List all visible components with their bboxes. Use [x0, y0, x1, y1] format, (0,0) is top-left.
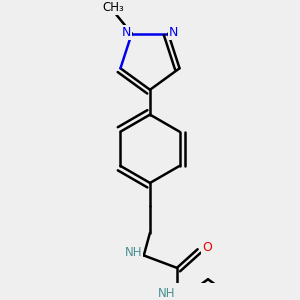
- Text: N: N: [122, 26, 131, 39]
- Text: NH: NH: [125, 246, 142, 259]
- Text: NH: NH: [158, 287, 175, 300]
- Text: O: O: [202, 241, 212, 254]
- Text: N: N: [169, 26, 178, 39]
- Text: CH₃: CH₃: [102, 1, 124, 14]
